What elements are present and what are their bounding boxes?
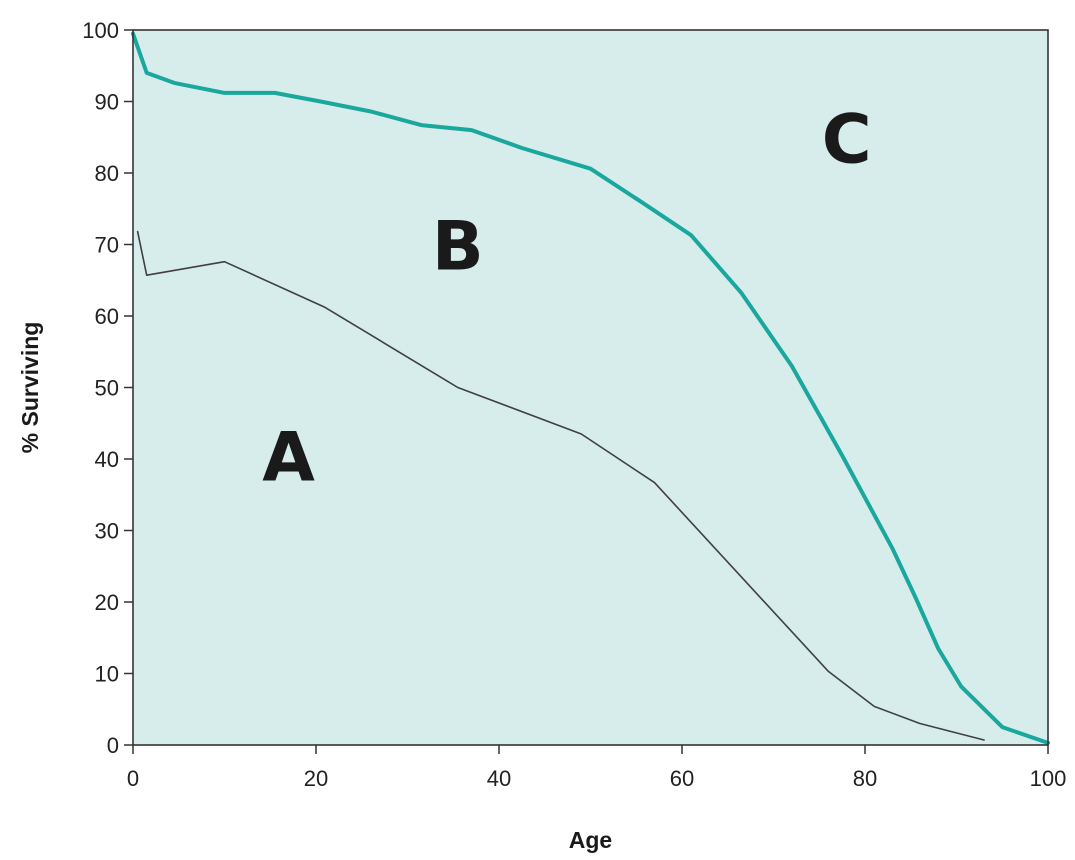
region-label-a: A <box>262 418 315 497</box>
y-tick-label: 70 <box>95 233 119 258</box>
annotation-layer: A B C <box>262 100 871 497</box>
x-tick-label: 0 <box>127 766 139 791</box>
axis-layer: 0 10 20 30 40 50 60 70 80 90 100 0 20 40 60 80 100 <box>82 18 1066 791</box>
x-tick-label: 40 <box>487 766 511 791</box>
plot-area <box>133 30 1048 745</box>
y-tick-label: 40 <box>95 447 119 472</box>
y-tick-label: 60 <box>95 304 119 329</box>
series-layer <box>131 31 1050 745</box>
x-axis-title: Age <box>569 827 612 853</box>
y-tick-label: 20 <box>95 590 119 615</box>
y-tick-label: 10 <box>95 662 119 687</box>
survival-curve-lower <box>136 230 985 741</box>
y-tick-label: 50 <box>95 376 119 401</box>
y-tick-label: 0 <box>107 733 119 758</box>
y-axis-title: % Surviving <box>17 322 43 454</box>
x-tick-label: 80 <box>853 766 877 791</box>
x-tick-label: 20 <box>304 766 328 791</box>
y-tick-label: 30 <box>95 519 119 544</box>
region-label-c: C <box>822 100 872 179</box>
survival-curve-upper <box>131 31 1050 745</box>
y-tick-label: 100 <box>82 18 119 43</box>
y-tick-label: 90 <box>95 90 119 115</box>
x-tick-label: 100 <box>1030 766 1067 791</box>
x-tick-label: 60 <box>670 766 694 791</box>
region-label-b: B <box>432 208 484 287</box>
y-tick-label: 80 <box>95 161 119 186</box>
